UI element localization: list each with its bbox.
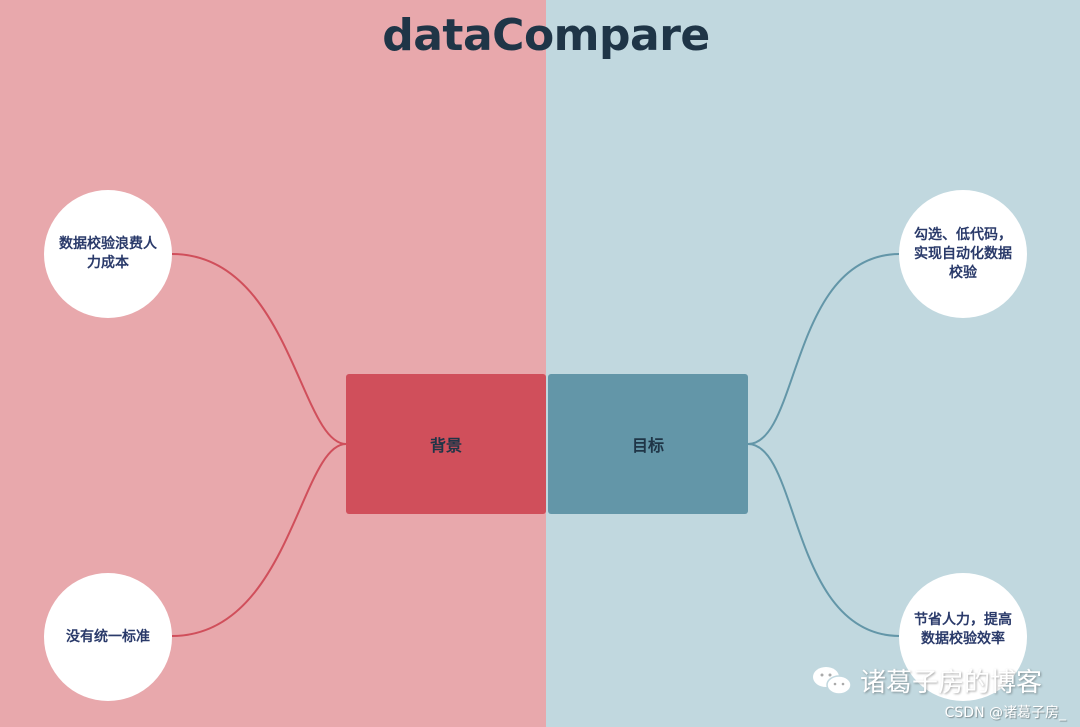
watermark-text: 诸葛子房的博客 [860,668,1043,698]
node-labor-cost[interactable]: 数据校验浪费人力成本 [44,190,172,318]
csdn-watermark: CSDN @诸葛子房_ [944,705,1066,721]
center-node-background[interactable]: 背景 [346,374,546,514]
connector-left-top [171,253,347,445]
node-save-labor[interactable]: 节省人力，提高数据校验效率 [899,573,1027,701]
connector-right-top [747,253,901,445]
center-node-goal[interactable]: 目标 [548,374,748,514]
node-low-code[interactable]: 勾选、低代码，实现自动化数据校验 [899,190,1027,318]
node-no-standard[interactable]: 没有统一标准 [44,573,172,701]
diagram-title: dataCompare [382,10,710,61]
wechat-icon [813,666,852,695]
connector-right-bottom [747,443,901,637]
connector-left-bottom [171,443,347,637]
watermark: 诸葛子房的博客 [812,662,1042,699]
